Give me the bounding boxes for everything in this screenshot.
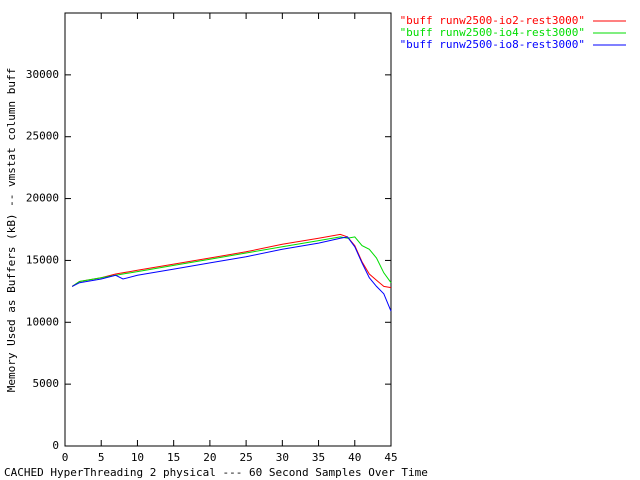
x-tick-label: 40 xyxy=(348,451,361,464)
legend-label: "buff runw2500-io4-rest3000" xyxy=(400,26,585,39)
y-tick-label: 30000 xyxy=(26,68,59,81)
plot-border xyxy=(64,12,392,447)
x-tick-label: 45 xyxy=(384,451,397,464)
y-tick-label: 15000 xyxy=(26,253,59,266)
legend-label: "buff runw2500-io8-rest3000" xyxy=(400,38,585,51)
x-axis-label: CACHED HyperThreading 2 physical --- 60 … xyxy=(4,466,428,479)
y-tick-label: 10000 xyxy=(26,315,59,328)
y-axis-label: Memory Used as Buffers (kB) -- vmstat co… xyxy=(5,68,18,393)
data-line xyxy=(71,236,392,287)
data-line xyxy=(71,236,392,312)
y-tick-label: 5000 xyxy=(33,377,60,390)
x-tick-label: 30 xyxy=(276,451,289,464)
y-tick-label: 25000 xyxy=(26,130,59,143)
y-tick-label: 0 xyxy=(52,439,59,452)
x-tick-label: 15 xyxy=(167,451,180,464)
x-tick-label: 35 xyxy=(312,451,325,464)
y-tick-label: 20000 xyxy=(26,192,59,205)
x-tick-label: 20 xyxy=(203,451,216,464)
x-tick-label: 25 xyxy=(239,451,252,464)
x-tick-label: 5 xyxy=(98,451,105,464)
legend-label: "buff runw2500-io2-rest3000" xyxy=(400,14,585,27)
x-tick-label: 10 xyxy=(131,451,144,464)
x-tick-label: 0 xyxy=(62,451,69,464)
